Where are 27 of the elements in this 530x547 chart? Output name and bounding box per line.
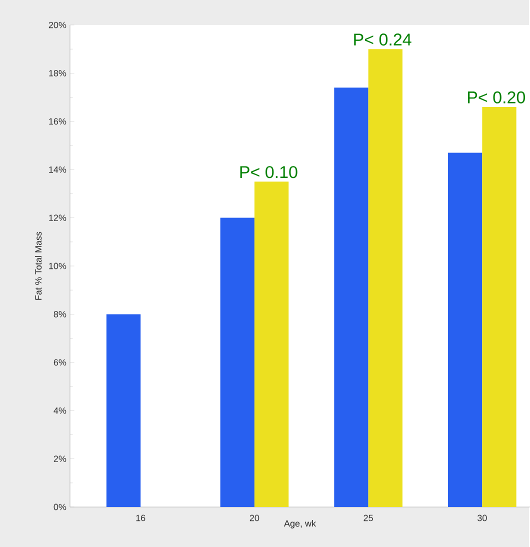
bar	[106, 314, 140, 507]
x-tick-label: 20	[250, 514, 260, 522]
x-axis-title: Age, wk	[284, 520, 316, 528]
y-tick-label: 2%	[54, 456, 66, 462]
annotation: P< 0.20	[468, 91, 525, 104]
y-tick-label: 10%	[49, 262, 66, 270]
bar	[220, 218, 254, 507]
y-tick-label: 6%	[54, 359, 66, 366]
x-tick-label: 16	[136, 514, 146, 522]
y-tick-label: 0%	[54, 504, 66, 510]
y-axis-title: Fat % Total Mass	[34, 232, 42, 300]
y-tick-label: 8%	[54, 311, 66, 318]
bar	[254, 182, 289, 507]
x-tick-label: 30	[477, 514, 487, 522]
y-tick-label: 18%	[49, 70, 66, 76]
y-tick-label: 16%	[49, 118, 66, 125]
bar	[448, 152, 482, 507]
y-tick-label: 12%	[49, 214, 66, 221]
x-tick-label: 25	[364, 514, 373, 522]
bar	[368, 49, 402, 507]
y-tick-label: 20%	[48, 22, 66, 28]
bar	[482, 106, 516, 507]
annotation: P< 0.10	[240, 166, 298, 178]
bar	[334, 88, 368, 507]
annotation: P< 0.24	[354, 34, 412, 46]
y-tick-label: 14%	[49, 166, 66, 173]
y-tick-label: 4%	[54, 407, 66, 414]
